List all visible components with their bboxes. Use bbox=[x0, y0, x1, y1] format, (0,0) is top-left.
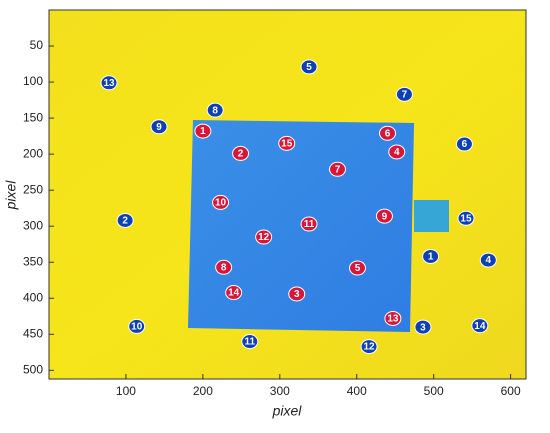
marker-label: 3 bbox=[420, 322, 426, 333]
marker-label: 10 bbox=[131, 322, 143, 333]
marker-label: 2 bbox=[238, 149, 244, 160]
marker bbox=[150, 119, 168, 135]
x-axis-label: pixel bbox=[272, 403, 303, 419]
marker-label: 13 bbox=[387, 314, 399, 325]
marker-label: 15 bbox=[281, 138, 293, 149]
y-tick-label: 50 bbox=[30, 38, 44, 52]
marker-label: 13 bbox=[103, 78, 115, 89]
marker bbox=[457, 210, 475, 226]
marker bbox=[422, 248, 440, 264]
marker bbox=[360, 339, 378, 355]
marker-label: 4 bbox=[394, 147, 400, 158]
marker bbox=[388, 144, 406, 160]
y-tick-label: 500 bbox=[23, 363, 43, 377]
marker-label: 5 bbox=[355, 263, 361, 274]
marker bbox=[215, 259, 233, 275]
x-tick-label: 600 bbox=[501, 384, 521, 398]
y-tick-label: 350 bbox=[23, 254, 43, 268]
plot-frame bbox=[48, 9, 527, 380]
marker bbox=[414, 319, 432, 335]
y-tick-label: 400 bbox=[23, 290, 43, 304]
marker bbox=[206, 102, 224, 118]
marker bbox=[100, 75, 118, 91]
x-tick-label: 200 bbox=[193, 384, 213, 398]
marker bbox=[116, 212, 134, 228]
marker-label: 8 bbox=[221, 262, 227, 273]
marker bbox=[278, 135, 296, 151]
marker bbox=[300, 216, 318, 232]
marker-label: 7 bbox=[335, 164, 341, 175]
marker bbox=[288, 286, 306, 302]
marker bbox=[384, 310, 402, 326]
marker-label: 15 bbox=[460, 213, 472, 224]
marker-label: 4 bbox=[486, 255, 492, 266]
y-tick-label: 150 bbox=[23, 110, 43, 124]
marker-label: 12 bbox=[363, 342, 375, 353]
y-tick-label: 100 bbox=[23, 74, 43, 88]
marker bbox=[395, 86, 413, 102]
marker-label: 14 bbox=[474, 321, 486, 332]
y-tick-label: 450 bbox=[23, 326, 43, 340]
marker-label: 6 bbox=[462, 139, 468, 150]
marker bbox=[225, 285, 243, 301]
y-axis-label: pixel bbox=[3, 180, 19, 211]
marker bbox=[241, 334, 259, 350]
marker bbox=[479, 252, 497, 268]
marker-label: 3 bbox=[294, 289, 300, 300]
marker-label: 5 bbox=[306, 62, 312, 73]
marker-label: 10 bbox=[215, 198, 227, 209]
marker-label: 9 bbox=[382, 211, 388, 222]
marker bbox=[471, 318, 489, 334]
y-tick-label: 200 bbox=[23, 146, 43, 160]
marker bbox=[379, 125, 397, 141]
marker-label: 8 bbox=[212, 105, 218, 116]
marker bbox=[128, 318, 146, 334]
marker bbox=[255, 229, 273, 245]
y-tick-label: 300 bbox=[23, 218, 43, 232]
marker-label: 14 bbox=[228, 288, 240, 299]
marker bbox=[212, 194, 230, 210]
marker bbox=[329, 161, 347, 177]
marker bbox=[375, 208, 393, 224]
x-tick-label: 100 bbox=[116, 384, 136, 398]
small-square bbox=[414, 200, 449, 232]
marker-label: 7 bbox=[402, 89, 408, 100]
plot-area bbox=[48, 9, 527, 380]
marker bbox=[300, 59, 318, 75]
marker-label: 6 bbox=[385, 128, 391, 139]
marker-label: 9 bbox=[156, 122, 162, 133]
x-tick-label: 300 bbox=[270, 384, 290, 398]
marker-label: 11 bbox=[245, 337, 256, 348]
marker-label: 12 bbox=[258, 232, 270, 243]
marker bbox=[194, 123, 212, 139]
marker-label: 1 bbox=[428, 252, 434, 263]
marker bbox=[455, 136, 473, 152]
marker bbox=[349, 260, 367, 276]
y-tick-label: 250 bbox=[23, 182, 43, 196]
marker-label: 2 bbox=[122, 216, 128, 227]
x-tick-label: 400 bbox=[347, 384, 367, 398]
x-tick-label: 500 bbox=[424, 384, 444, 398]
marker bbox=[232, 145, 250, 161]
marker-label: 11 bbox=[304, 219, 315, 230]
marker-label: 1 bbox=[200, 126, 206, 137]
